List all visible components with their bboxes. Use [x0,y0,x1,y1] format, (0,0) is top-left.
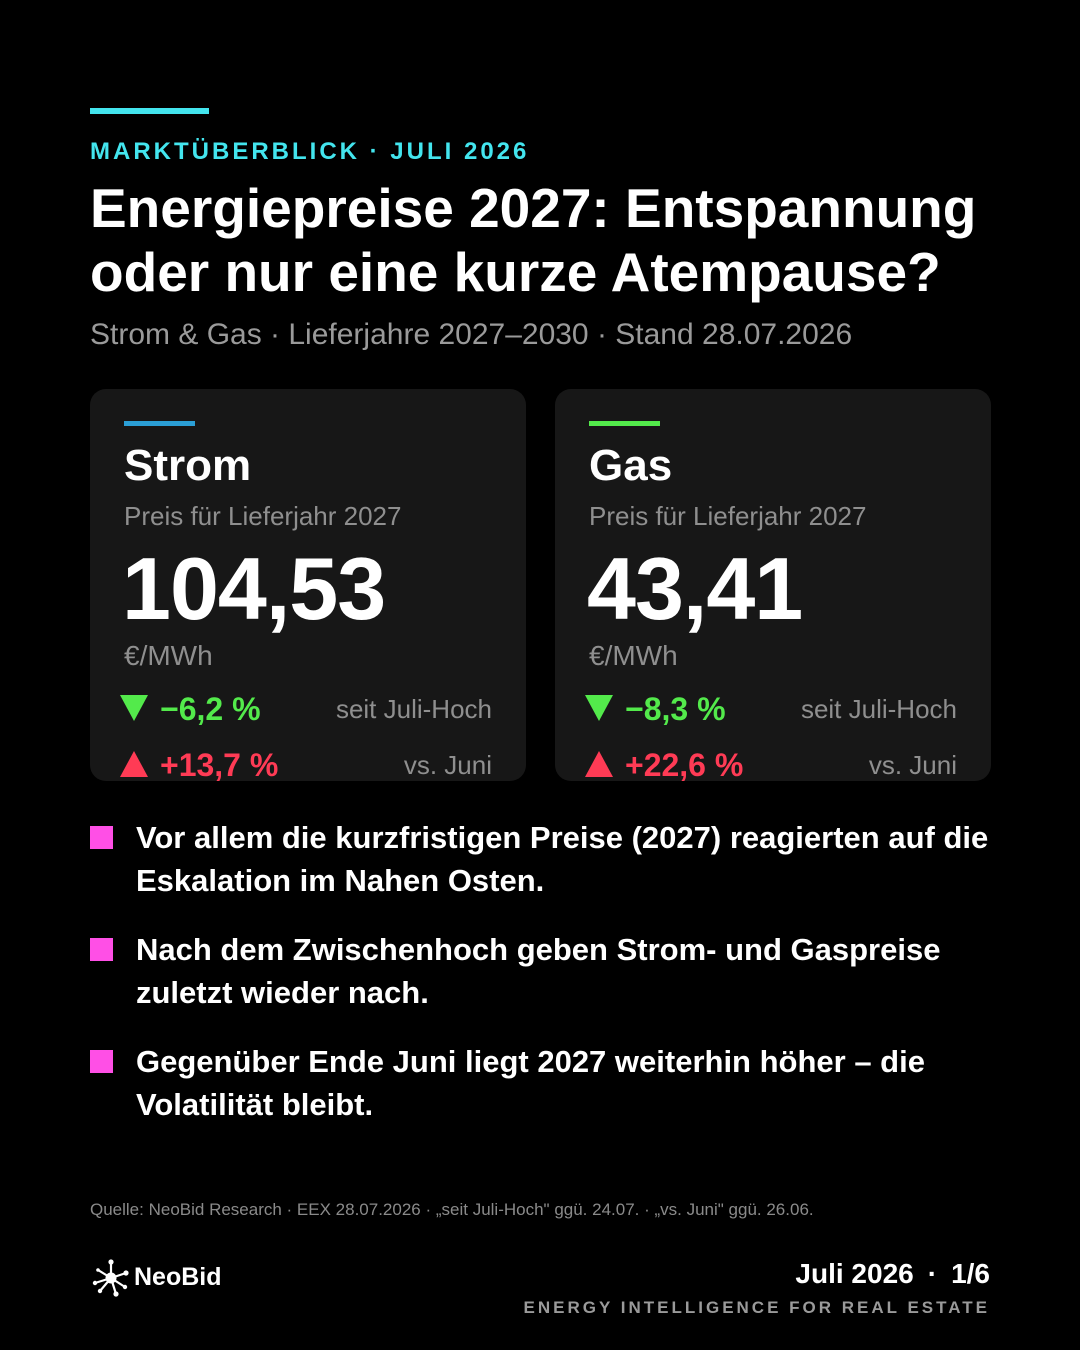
change-value: +22,6 % [625,747,744,783]
triangle-down-icon [585,695,613,721]
bullet-item: Vor allem die kurzfristigen Preise (2027… [90,816,1000,902]
footer-period: Juli 2026 [795,1258,914,1289]
bullet-item: Gegenüber Ende Juni liegt 2027 weiterhin… [90,1040,1000,1126]
change-row: −8,3 % seit Juli-Hoch [585,689,957,729]
bullet-text: Vor allem die kurzfristigen Preise (2027… [136,820,989,898]
triangle-up-icon [585,751,613,777]
card-title: Strom [124,441,252,490]
network-node-icon [92,1259,129,1297]
change-reference: vs. Juni [403,750,492,780]
card-accent-bar [589,421,660,426]
page-title: Energiepreise 2027: Entspannung oder nur… [90,177,977,303]
page-subtitle: Strom & Gas · Lieferjahre 2027–2030 · St… [90,318,853,351]
bullet-text: Gegenüber Ende Juni liegt 2027 weiterhin… [136,1044,925,1122]
change-reference: seit Juli-Hoch [800,694,957,724]
bullet-square-icon [90,938,113,961]
bullet-square-icon [90,1050,113,1073]
bullet-list: Vor allem die kurzfristigen Preise (2027… [90,816,1000,1152]
card-gas: Gas Preis für Lieferjahr 2027 43,41 €/MW… [555,389,991,783]
card-accent-bar [124,421,195,426]
footer-separator: · [927,1258,938,1289]
card-price-value: 43,41 [587,539,803,638]
footer-tagline: ENERGY INTELLIGENCE FOR REAL ESTATE [523,1298,990,1317]
card-strom: Strom Preis für Lieferjahr 2027 104,53 €… [90,389,526,783]
card-price-value: 104,53 [122,539,386,638]
change-value: +13,7 % [160,747,279,783]
bullet-item: Nach dem Zwischenhoch geben Strom- und G… [90,928,1000,1014]
brand-name: NeoBid [134,1263,222,1291]
bullet-square-icon [90,826,113,849]
card-unit: €/MWh [589,640,678,671]
triangle-up-icon [120,751,148,777]
change-value: −8,3 % [625,691,726,727]
change-row: +22,6 % vs. Juni [585,745,957,785]
card-unit: €/MWh [124,640,213,671]
card-label: Preis für Lieferjahr 2027 [589,501,867,531]
page-number: 1/6 [951,1258,990,1289]
change-reference: seit Juli-Hoch [335,694,492,724]
source-note: Quelle: NeoBid Research · EEX 28.07.2026… [90,1200,814,1219]
card-label: Preis für Lieferjahr 2027 [124,501,402,531]
triangle-down-icon [120,695,148,721]
change-value: −6,2 % [160,691,261,727]
kicker: MARKTÜBERBLICK · JULI 2026 [90,138,530,165]
change-reference: vs. Juni [868,750,957,780]
footer-meta: Juli 2026 · 1/6 ENERGY INTELLIGENCE FOR RE… [524,1258,990,1318]
bullet-text: Nach dem Zwischenhoch geben Strom- und G… [136,932,941,1010]
change-row: −6,2 % seit Juli-Hoch [120,689,492,729]
footer-period-page: Juli 2026 · 1/6 [524,1258,990,1290]
change-row: +13,7 % vs. Juni [120,745,492,785]
header-accent-bar [90,108,209,114]
card-title: Gas [589,441,673,490]
